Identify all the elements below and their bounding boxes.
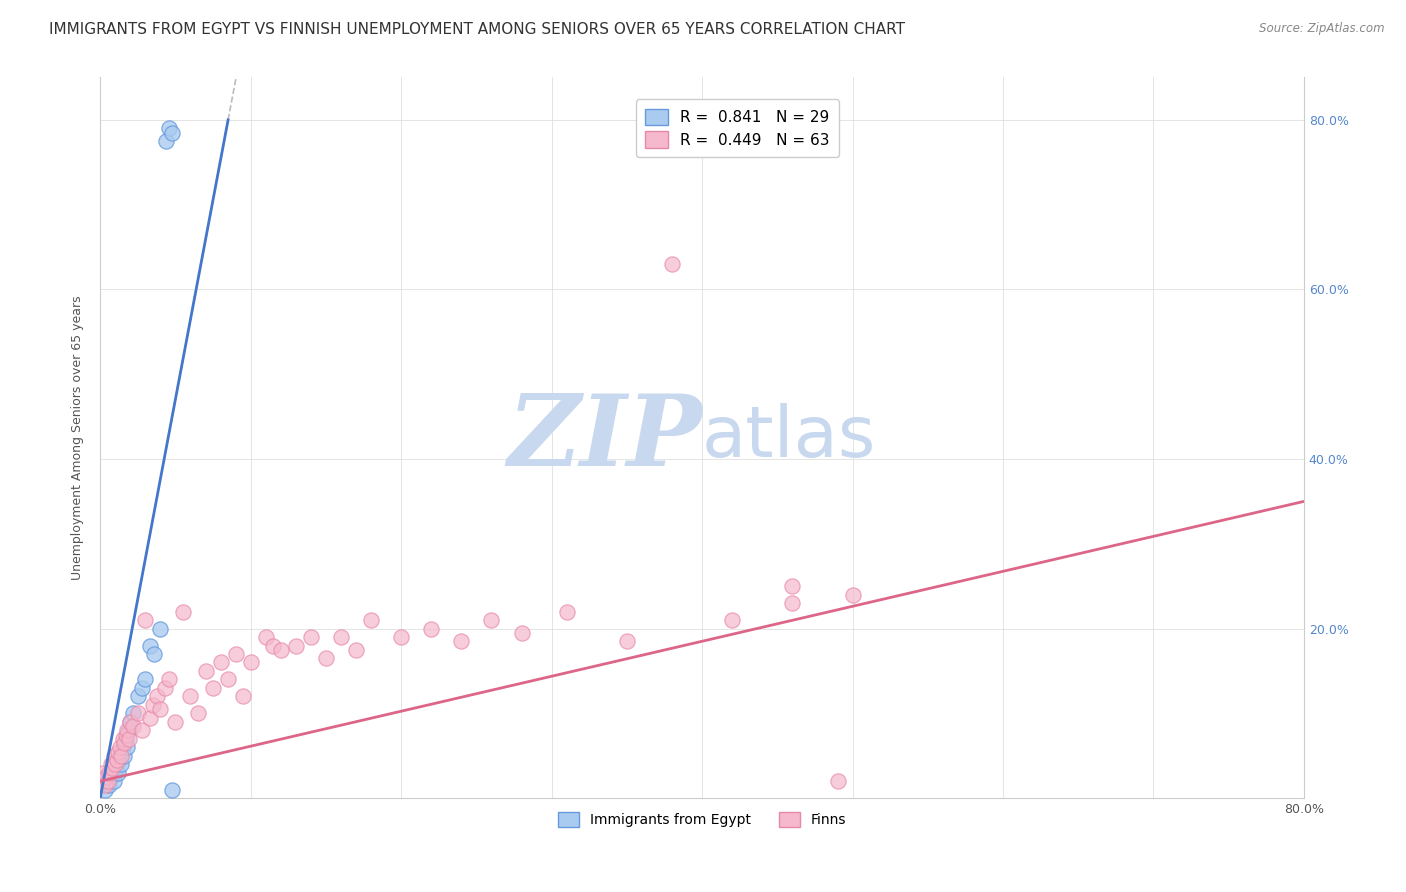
Point [122, 719, 145, 733]
Point [172, 605, 194, 619]
Point [420, 622, 443, 636]
Point [97, 774, 120, 789]
Point [827, 774, 849, 789]
Point [162, 782, 184, 797]
Point [93, 779, 115, 793]
Point [96, 770, 118, 784]
Point [194, 664, 217, 678]
Point [114, 731, 136, 746]
Point [299, 630, 322, 644]
Point [96, 774, 118, 789]
Point [112, 736, 135, 750]
Text: IMMIGRANTS FROM EGYPT VS FINNISH UNEMPLOYMENT AMONG SENIORS OVER 65 YEARS CORREL: IMMIGRANTS FROM EGYPT VS FINNISH UNEMPLO… [49, 22, 905, 37]
Point [103, 748, 125, 763]
Point [179, 690, 201, 704]
Point [782, 579, 804, 593]
Text: atlas: atlas [702, 403, 876, 472]
Point [330, 630, 353, 644]
Point [149, 702, 172, 716]
Point [360, 613, 382, 627]
Point [143, 647, 166, 661]
Point [239, 656, 262, 670]
Point [104, 757, 127, 772]
Point [270, 642, 292, 657]
Point [98, 779, 121, 793]
Point [101, 765, 124, 780]
Point [254, 630, 277, 644]
Point [120, 714, 142, 729]
Point [159, 673, 181, 687]
Point [187, 706, 209, 721]
Point [315, 651, 337, 665]
Point [107, 744, 129, 758]
Point [481, 613, 503, 627]
Point [111, 731, 134, 746]
Point [98, 765, 121, 780]
Point [262, 639, 284, 653]
Point [209, 656, 232, 670]
Point [117, 723, 139, 738]
Point [389, 630, 412, 644]
Point [217, 673, 239, 687]
Point [139, 710, 162, 724]
Point [90, 774, 112, 789]
Point [112, 748, 135, 763]
Point [100, 757, 122, 772]
Point [661, 257, 683, 271]
Point [149, 622, 172, 636]
Point [114, 727, 136, 741]
Point [146, 690, 169, 704]
Point [110, 748, 132, 763]
Point [118, 723, 141, 738]
Point [111, 740, 134, 755]
Point [450, 634, 472, 648]
Point [165, 714, 187, 729]
Point [104, 765, 127, 780]
Point [721, 613, 744, 627]
Point [97, 774, 120, 789]
Point [139, 639, 162, 653]
Point [108, 740, 131, 755]
Y-axis label: Unemployment Among Seniors over 65 years: Unemployment Among Seniors over 65 years [72, 295, 84, 580]
Point [162, 126, 184, 140]
Point [101, 762, 124, 776]
Point [105, 753, 128, 767]
Point [93, 782, 115, 797]
Point [127, 690, 149, 704]
Point [134, 613, 156, 627]
Point [131, 723, 153, 738]
Point [510, 625, 533, 640]
Point [155, 134, 177, 148]
Point [225, 647, 247, 661]
Point [108, 748, 131, 763]
Point [202, 681, 225, 695]
Point [782, 596, 804, 610]
Point [153, 681, 176, 695]
Text: Source: ZipAtlas.com: Source: ZipAtlas.com [1260, 22, 1385, 36]
Point [100, 770, 122, 784]
Point [117, 740, 139, 755]
Point [107, 765, 129, 780]
Point [131, 681, 153, 695]
Point [159, 121, 181, 136]
Point [284, 639, 307, 653]
Point [103, 774, 125, 789]
Text: ZIP: ZIP [508, 390, 702, 486]
Point [105, 757, 128, 772]
Point [555, 605, 578, 619]
Point [118, 731, 141, 746]
Point [841, 588, 863, 602]
Legend: Immigrants from Egypt, Finns: Immigrants from Egypt, Finns [551, 805, 853, 834]
Point [120, 714, 142, 729]
Point [344, 642, 367, 657]
Point [232, 690, 254, 704]
Point [91, 765, 114, 780]
Point [127, 706, 149, 721]
Point [616, 634, 638, 648]
Point [110, 757, 132, 772]
Point [142, 698, 165, 712]
Point [122, 706, 145, 721]
Point [134, 673, 156, 687]
